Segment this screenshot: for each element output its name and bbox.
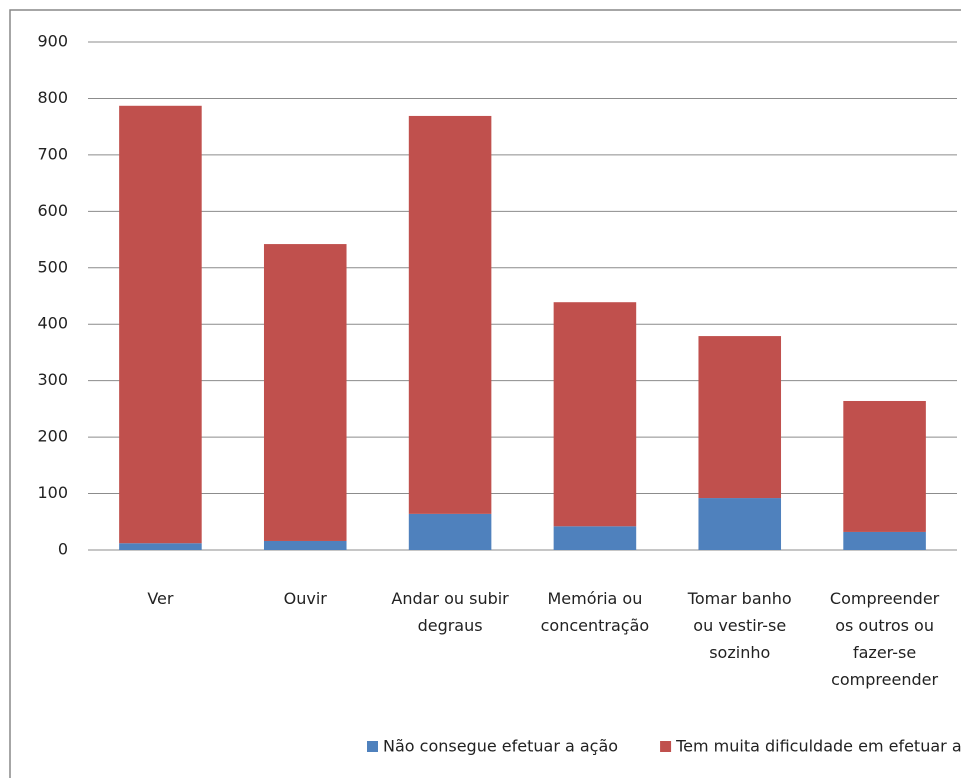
bar-segment	[553, 526, 637, 550]
y-tick-label: 100	[37, 483, 68, 502]
bar-segment	[119, 543, 202, 550]
x-tick-label: Tomar banho ou vestir-se sozinho	[687, 589, 792, 662]
bar-segment	[553, 302, 637, 527]
y-tick-label: 700	[37, 144, 68, 163]
y-tick-label: 400	[37, 314, 68, 333]
y-tick-label: 200	[37, 427, 68, 446]
bar-segment	[408, 513, 492, 550]
x-tick-label: Ver	[147, 589, 174, 608]
legend-swatch	[367, 741, 378, 752]
bar-segment	[698, 336, 782, 499]
legend-label: Não consegue efetuar a ação	[383, 737, 618, 756]
bar-segment	[843, 400, 926, 532]
x-tick-label: Andar ou subir degraus	[391, 589, 509, 635]
x-tick-label: Compreender os outros ou fazer-se compre…	[829, 589, 940, 689]
y-tick-label: 0	[58, 540, 68, 559]
y-tick-label: 500	[37, 257, 68, 276]
bar-segment	[263, 244, 347, 541]
x-tick-label: Ouvir	[283, 589, 327, 608]
y-tick-label: 900	[37, 32, 68, 51]
y-tick-label: 800	[37, 88, 68, 107]
legend-label: Tem muita dificuldade em efetuar a ação	[675, 737, 961, 756]
bar-segment	[843, 531, 926, 550]
y-tick-label: 600	[37, 201, 68, 220]
legend-swatch	[660, 741, 672, 752]
bar-segment	[263, 540, 347, 550]
bar-segment	[698, 498, 782, 550]
bar-segment	[408, 115, 492, 514]
y-tick-label: 300	[37, 370, 68, 389]
chart-border	[9, 9, 961, 778]
bar-segment	[119, 105, 202, 544]
x-tick-label: Memória ou concentração	[540, 589, 650, 635]
